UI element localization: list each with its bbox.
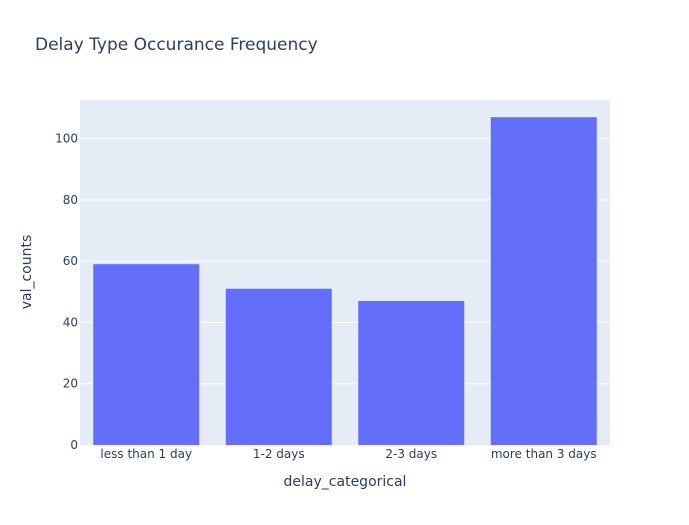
x-axis-title: delay_categorical xyxy=(284,474,407,490)
x-tick-label: less than 1 day xyxy=(100,447,192,461)
bar-3 xyxy=(490,117,597,445)
y-axis-title: val_counts xyxy=(19,235,35,310)
x-tick-label: 2-3 days xyxy=(385,447,437,461)
x-tick-label: more than 3 days xyxy=(491,447,597,461)
bar-0 xyxy=(93,264,200,445)
bar-1 xyxy=(225,288,332,445)
y-tick-label: 40 xyxy=(63,315,78,329)
y-axis-ticks: 0 20 40 60 80 100 xyxy=(55,132,78,452)
x-tick-label: 1-2 days xyxy=(253,447,305,461)
chart-title: Delay Type Occurance Frequency xyxy=(35,35,318,55)
y-tick-label: 0 xyxy=(70,438,78,452)
y-tick-label: 60 xyxy=(63,254,78,268)
y-tick-label: 20 xyxy=(63,377,78,391)
bar-2 xyxy=(358,300,465,445)
y-tick-label: 100 xyxy=(55,132,78,146)
x-axis-ticks: less than 1 day 1-2 days 2-3 days more than… xyxy=(100,447,596,461)
y-tick-label: 80 xyxy=(63,193,78,207)
bars xyxy=(93,117,597,445)
